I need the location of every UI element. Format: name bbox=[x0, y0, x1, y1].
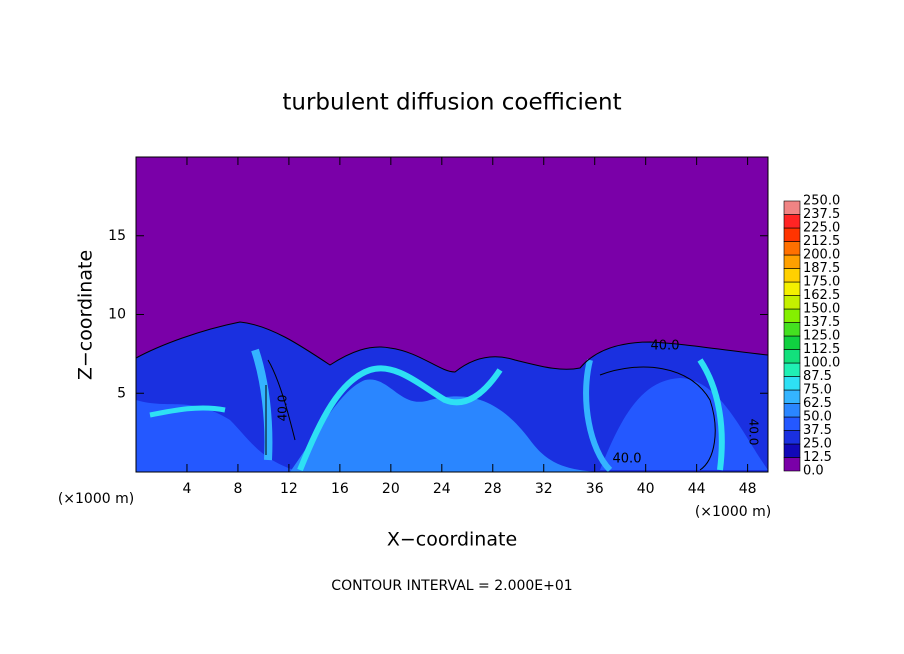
colorbar-bin bbox=[783, 200, 801, 215]
x-tick-label: 28 bbox=[484, 481, 502, 497]
colorbar-bin bbox=[783, 214, 801, 229]
field-streak bbox=[583, 359, 613, 472]
colorbar-label: 12.5 bbox=[803, 450, 832, 465]
y-axis-label: Z−coordinate bbox=[75, 250, 97, 380]
x-tick-label: 44 bbox=[688, 481, 706, 497]
colorbar-bin bbox=[783, 457, 801, 472]
y-tick-label: 15 bbox=[108, 228, 126, 244]
x-tick-label: 40 bbox=[637, 481, 655, 497]
colorbar-label: 137.5 bbox=[803, 315, 840, 330]
field-streak bbox=[297, 365, 503, 472]
colorbar-bin bbox=[783, 322, 801, 337]
field-streak bbox=[149, 405, 226, 418]
colorbar-bin bbox=[783, 241, 801, 256]
colorbar-bin bbox=[783, 389, 801, 404]
contour-line bbox=[265, 359, 296, 455]
colorbar-label: 150.0 bbox=[803, 302, 840, 317]
x-tick-label: 48 bbox=[739, 481, 757, 497]
colorbar-label: 237.5 bbox=[803, 207, 840, 222]
colorbar-label: 62.5 bbox=[803, 396, 832, 411]
x-tick-label: 32 bbox=[535, 481, 553, 497]
x-axis-label: X−coordinate bbox=[387, 529, 517, 551]
contour-line bbox=[599, 366, 716, 471]
colorbar-bin bbox=[783, 443, 801, 458]
contour-line bbox=[136, 321, 768, 373]
x-tick-label: 24 bbox=[433, 481, 451, 497]
colorbar-label: 212.5 bbox=[803, 234, 840, 249]
x-tick-label: 20 bbox=[382, 481, 400, 497]
x-tick-label: 36 bbox=[586, 481, 604, 497]
footnote: CONTOUR INTERVAL = 2.000E+01 bbox=[331, 578, 572, 594]
contour-label: 40.0 bbox=[747, 419, 761, 446]
contour-field bbox=[136, 321, 768, 472]
colorbar-label: 25.0 bbox=[803, 437, 832, 452]
colorbar-bin bbox=[783, 335, 801, 350]
colorbar-bin bbox=[783, 430, 801, 445]
contour-label: 40.0 bbox=[613, 452, 642, 467]
contour-label: 40.0 bbox=[276, 395, 290, 422]
y-tick-label: 5 bbox=[117, 385, 126, 401]
field-region bbox=[600, 378, 768, 470]
colorbar-bin bbox=[783, 227, 801, 242]
colorbar-bin bbox=[783, 416, 801, 431]
colorbar-label: 37.5 bbox=[803, 423, 832, 438]
colorbar-bin bbox=[783, 376, 801, 391]
colorbar-label: 250.0 bbox=[803, 194, 840, 209]
colorbar-bin bbox=[783, 403, 801, 418]
x-unit: (×1000 m) bbox=[58, 491, 134, 507]
colorbar-label: 50.0 bbox=[803, 410, 832, 425]
colorbar-label: 75.0 bbox=[803, 383, 832, 398]
colorbar-label: 125.0 bbox=[803, 329, 840, 344]
colorbar-bin bbox=[783, 254, 801, 269]
colorbar-label: 187.5 bbox=[803, 261, 840, 276]
x-tick-label: 12 bbox=[280, 481, 298, 497]
y-tick-label: 10 bbox=[108, 307, 126, 323]
x-unit: (×1000 m) bbox=[695, 504, 771, 520]
x-tick-label: 8 bbox=[233, 481, 242, 497]
colorbar-bin bbox=[783, 349, 801, 364]
chart-title: turbulent diffusion coefficient bbox=[282, 90, 621, 116]
colorbar-label: 112.5 bbox=[803, 342, 840, 357]
colorbar-label: 100.0 bbox=[803, 356, 840, 371]
colorbar-label: 87.5 bbox=[803, 369, 832, 384]
colorbar-bin bbox=[783, 281, 801, 296]
colorbar-label: 200.0 bbox=[803, 248, 840, 263]
colorbar-label: 0.0 bbox=[803, 464, 824, 479]
colorbar-label: 225.0 bbox=[803, 221, 840, 236]
field-streak bbox=[697, 358, 725, 471]
contour-label: 40.0 bbox=[651, 339, 680, 354]
colorbar-label: 162.5 bbox=[803, 288, 840, 303]
field-region bbox=[136, 400, 300, 472]
colorbar-label: 175.0 bbox=[803, 275, 840, 290]
colorbar-bin bbox=[783, 295, 801, 310]
colorbar-bin bbox=[783, 308, 801, 323]
x-tick-label: 4 bbox=[183, 481, 192, 497]
x-tick-label: 16 bbox=[331, 481, 349, 497]
field-region bbox=[290, 379, 600, 472]
colorbar-bin bbox=[783, 268, 801, 283]
colorbar-bin bbox=[783, 362, 801, 377]
